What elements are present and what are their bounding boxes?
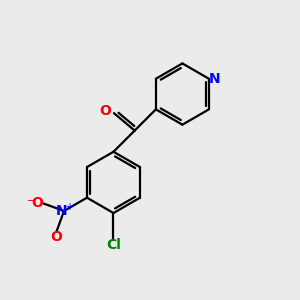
Text: Cl: Cl [106,238,121,252]
Text: N: N [56,204,68,218]
Text: O: O [31,196,43,210]
Text: O: O [50,230,62,244]
Text: N: N [208,72,220,86]
Text: O: O [100,104,112,118]
Text: −: − [26,196,36,206]
Text: +: + [65,202,73,212]
